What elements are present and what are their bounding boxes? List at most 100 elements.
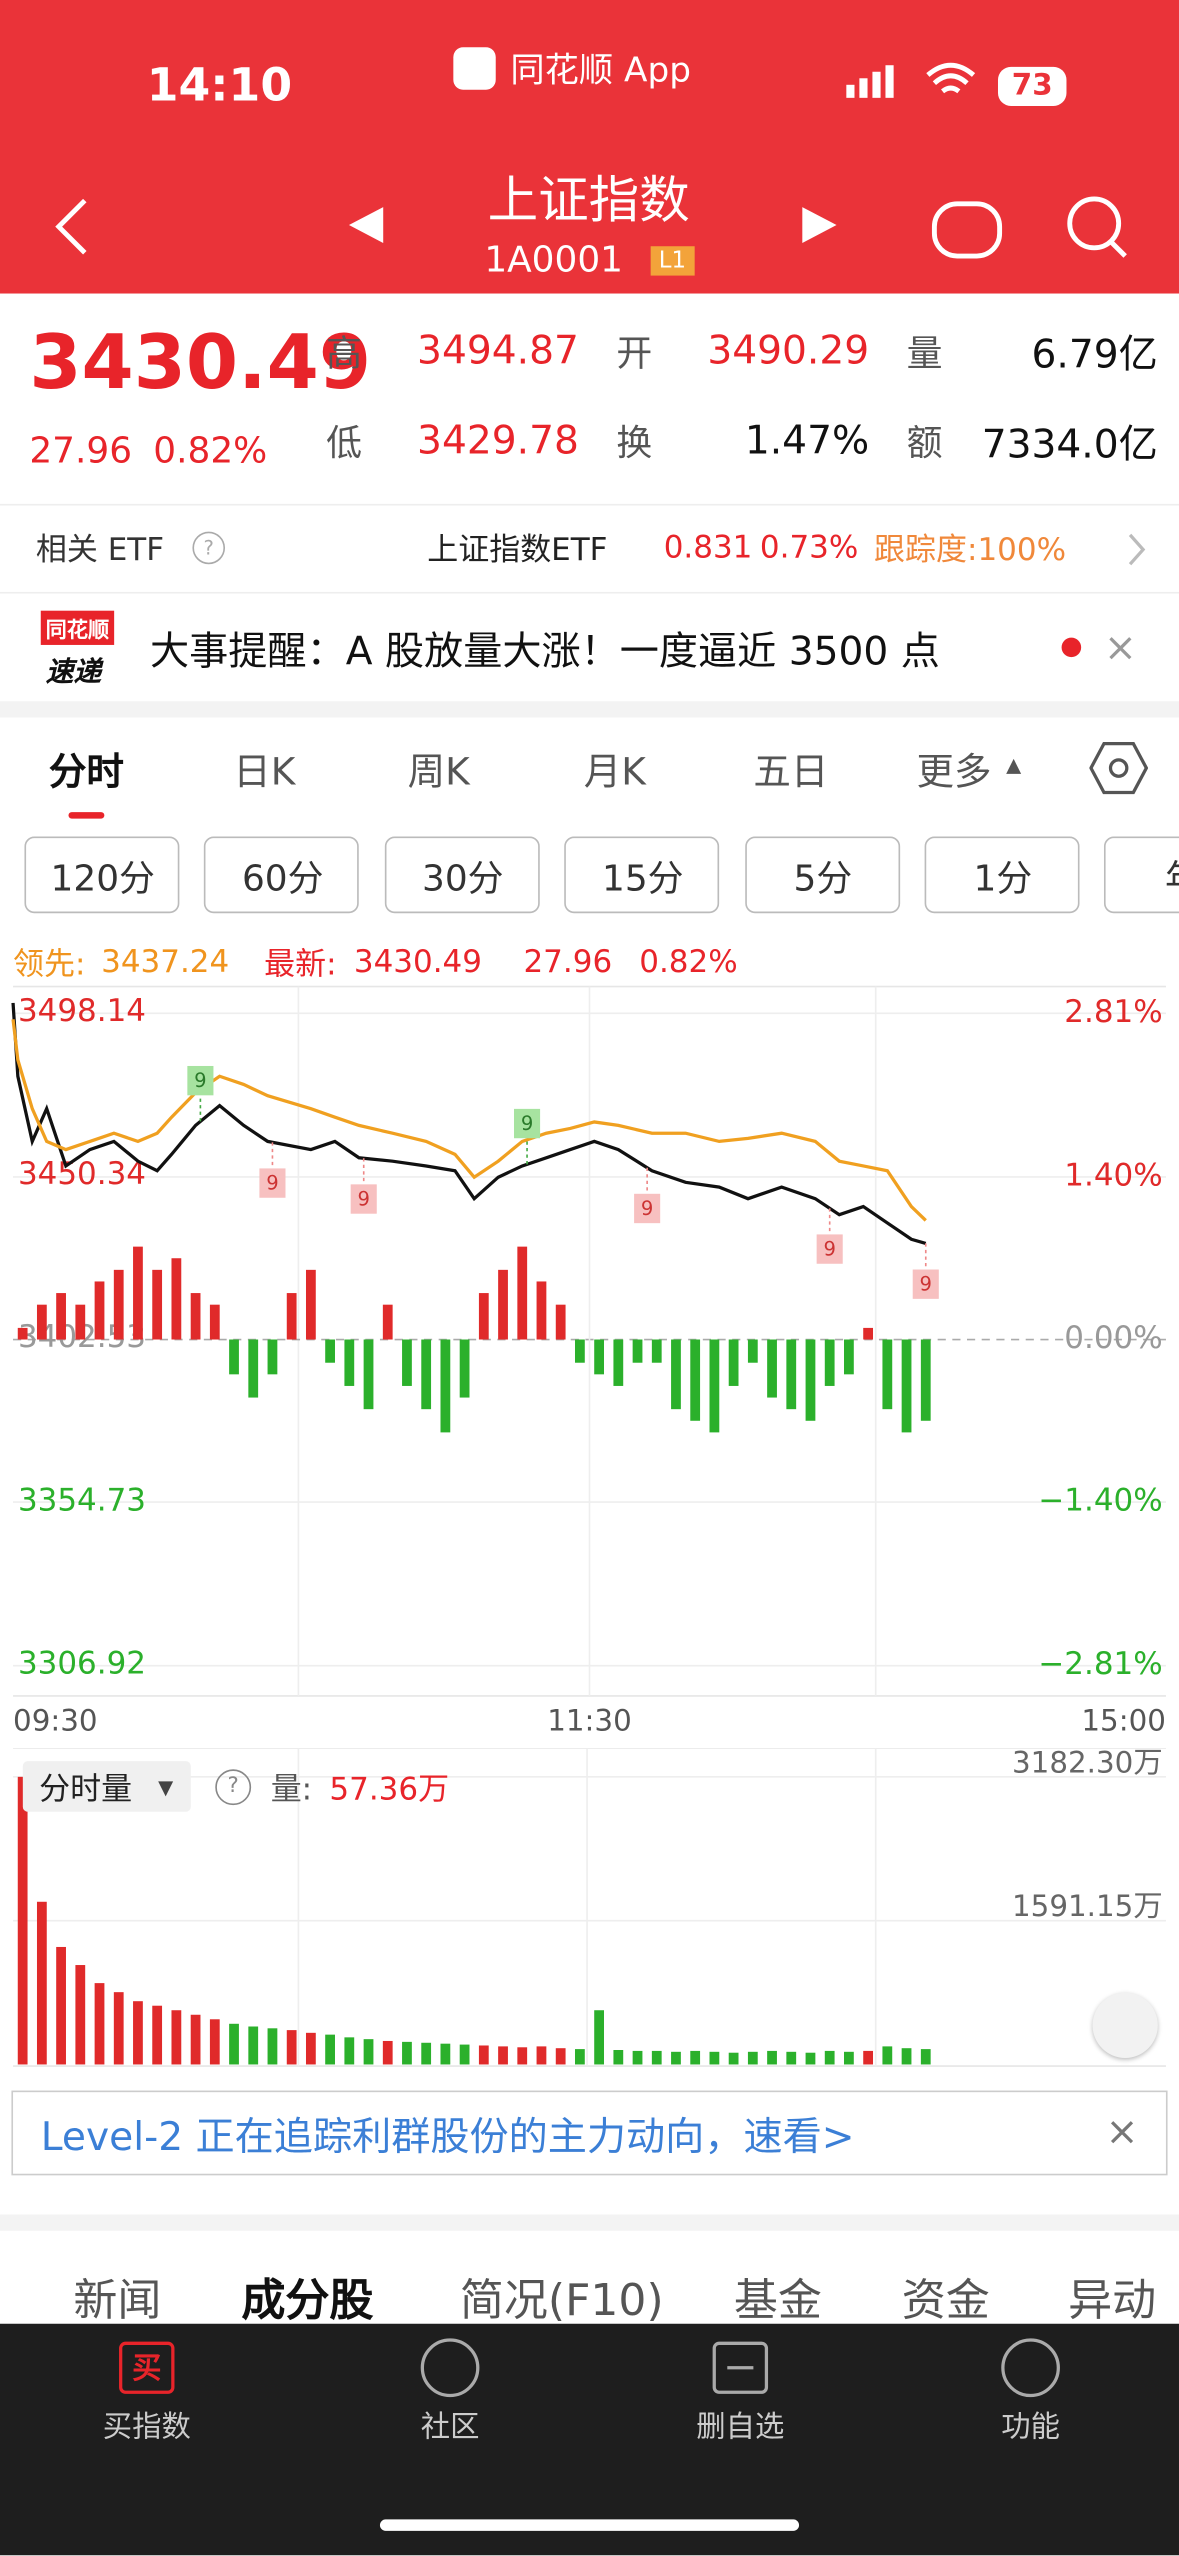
latest-pct: 0.82% xyxy=(639,944,738,981)
battery: 73 xyxy=(997,66,1067,106)
period-button[interactable] xyxy=(384,836,540,914)
stat-value: 3494.87 xyxy=(417,327,579,374)
info-tab[interactable]: 新闻 xyxy=(73,2275,162,2327)
period-button[interactable] xyxy=(564,836,720,914)
tab[interactable]: 日K xyxy=(233,751,296,795)
strength-bar xyxy=(363,1339,374,1410)
stat-value: 1.47% xyxy=(744,417,870,464)
strength-bar xyxy=(248,1339,259,1398)
level2-banner[interactable] xyxy=(11,2090,1168,2176)
next-button[interactable] xyxy=(802,207,837,243)
volume-bar xyxy=(786,2051,797,2065)
news-badge-top: 同花顺 xyxy=(40,610,115,645)
change: 27.96 xyxy=(29,431,133,473)
period-button[interactable] xyxy=(1104,836,1179,914)
volume-bar xyxy=(171,2010,182,2065)
period-button[interactable] xyxy=(744,836,900,914)
y2-tick-label: 2.81% xyxy=(1064,994,1162,1030)
volume-bar xyxy=(517,2047,528,2065)
back-button[interactable] xyxy=(55,198,87,255)
y-tick-label: 3498.14 xyxy=(18,993,146,1029)
nav-item[interactable]: 删自选 xyxy=(696,2410,785,2445)
volume-bar xyxy=(305,2032,316,2065)
tab-underline xyxy=(68,812,105,819)
nav-item[interactable]: 功能 xyxy=(1001,2410,1060,2445)
prev-button[interactable] xyxy=(348,207,384,243)
change-pct: 0.82% xyxy=(153,431,268,473)
strength-bar xyxy=(844,1339,854,1375)
volume-bar xyxy=(286,2030,297,2065)
period-button[interactable] xyxy=(924,836,1080,914)
volume-bar xyxy=(824,2050,835,2065)
volume-bar xyxy=(728,2052,739,2065)
banner-close[interactable]: × xyxy=(1105,2108,1139,2155)
strength-bar xyxy=(651,1339,662,1363)
news-text[interactable]: 大事提醒：A 股放量大涨！一度逼近 3500 点 xyxy=(150,628,940,675)
signal-label: 9 xyxy=(920,1272,932,1295)
signal-marker xyxy=(634,1193,661,1224)
volume-value: 57.36万 xyxy=(329,1771,450,1808)
y-tick-label: 3182.30万 xyxy=(1012,1748,1163,1779)
volume-selector[interactable] xyxy=(22,1761,191,1812)
period-button[interactable] xyxy=(24,836,180,914)
volume-bar xyxy=(536,2046,547,2065)
period-label: 30分 xyxy=(422,859,504,901)
signal-label: 9 xyxy=(358,1187,370,1210)
info-tab[interactable]: 基金 xyxy=(733,2275,822,2327)
nav-item[interactable]: 买指数 xyxy=(102,2410,191,2445)
volume-bar xyxy=(594,2010,604,2065)
volume-bar xyxy=(459,2044,470,2065)
app-name: 同花顺 App xyxy=(510,50,691,90)
tab[interactable]: 五日 xyxy=(753,751,829,795)
info-tab[interactable]: 成分股 xyxy=(241,2275,374,2327)
volume-bar xyxy=(36,1901,47,2065)
strength-bar xyxy=(901,1339,912,1433)
news-close[interactable]: × xyxy=(1103,624,1137,671)
stat-value: 3429.78 xyxy=(417,417,579,464)
info-tab[interactable]: 简况(F10) xyxy=(459,2275,664,2327)
search-handle xyxy=(1110,241,1127,258)
chevron[interactable] xyxy=(1125,532,1148,568)
nav-icon xyxy=(712,2341,769,2394)
stat-label: 换 xyxy=(616,423,653,465)
strength-bar xyxy=(517,1246,528,1340)
search-button[interactable] xyxy=(1067,196,1122,251)
etf-price: 0.831 xyxy=(663,529,753,566)
nav-item[interactable]: 社区 xyxy=(420,2410,480,2445)
info-tab[interactable]: 资金 xyxy=(901,2275,990,2327)
volume-bar xyxy=(229,2023,239,2065)
period-label: 60分 xyxy=(241,859,324,901)
help-icon[interactable]: ? xyxy=(192,531,226,565)
header-icons xyxy=(55,196,1127,259)
strength-bar xyxy=(805,1339,816,1421)
period-label: 5分 xyxy=(793,859,853,901)
signal-marker xyxy=(912,1269,939,1299)
etf-pct: 0.73% xyxy=(759,529,859,566)
etf-name[interactable]: 上证指数ETF xyxy=(427,532,608,569)
latest-change: 27.96 xyxy=(523,944,613,981)
strength-bar xyxy=(94,1281,105,1340)
volume-bar xyxy=(325,2034,335,2065)
settings-button[interactable] xyxy=(1089,740,1149,795)
tab[interactable]: 月K xyxy=(583,751,646,795)
fullscreen-button[interactable] xyxy=(1092,1992,1158,2058)
nav-icon-glyph: 买 xyxy=(132,2351,161,2385)
tab[interactable]: 周K xyxy=(407,751,470,795)
x-tick-label: 11:30 xyxy=(547,1704,632,1737)
status-icons xyxy=(846,62,976,98)
tab[interactable]: 分时 xyxy=(48,751,124,795)
x-tick-label: 09:30 xyxy=(13,1704,98,1737)
period-button[interactable] xyxy=(204,836,360,914)
volume-bar xyxy=(690,2050,701,2065)
assistant-button[interactable] xyxy=(931,201,1003,259)
strength-bar xyxy=(209,1304,220,1340)
strength-bar xyxy=(824,1339,835,1386)
strength-bar xyxy=(305,1269,316,1340)
help-icon[interactable]: ? xyxy=(215,1769,252,1806)
stat-label: 量 xyxy=(906,334,943,376)
price: 3430.49 xyxy=(29,317,372,407)
info-tab[interactable]: 异动 xyxy=(1068,2275,1157,2327)
tab[interactable]: 更多 xyxy=(916,751,992,795)
